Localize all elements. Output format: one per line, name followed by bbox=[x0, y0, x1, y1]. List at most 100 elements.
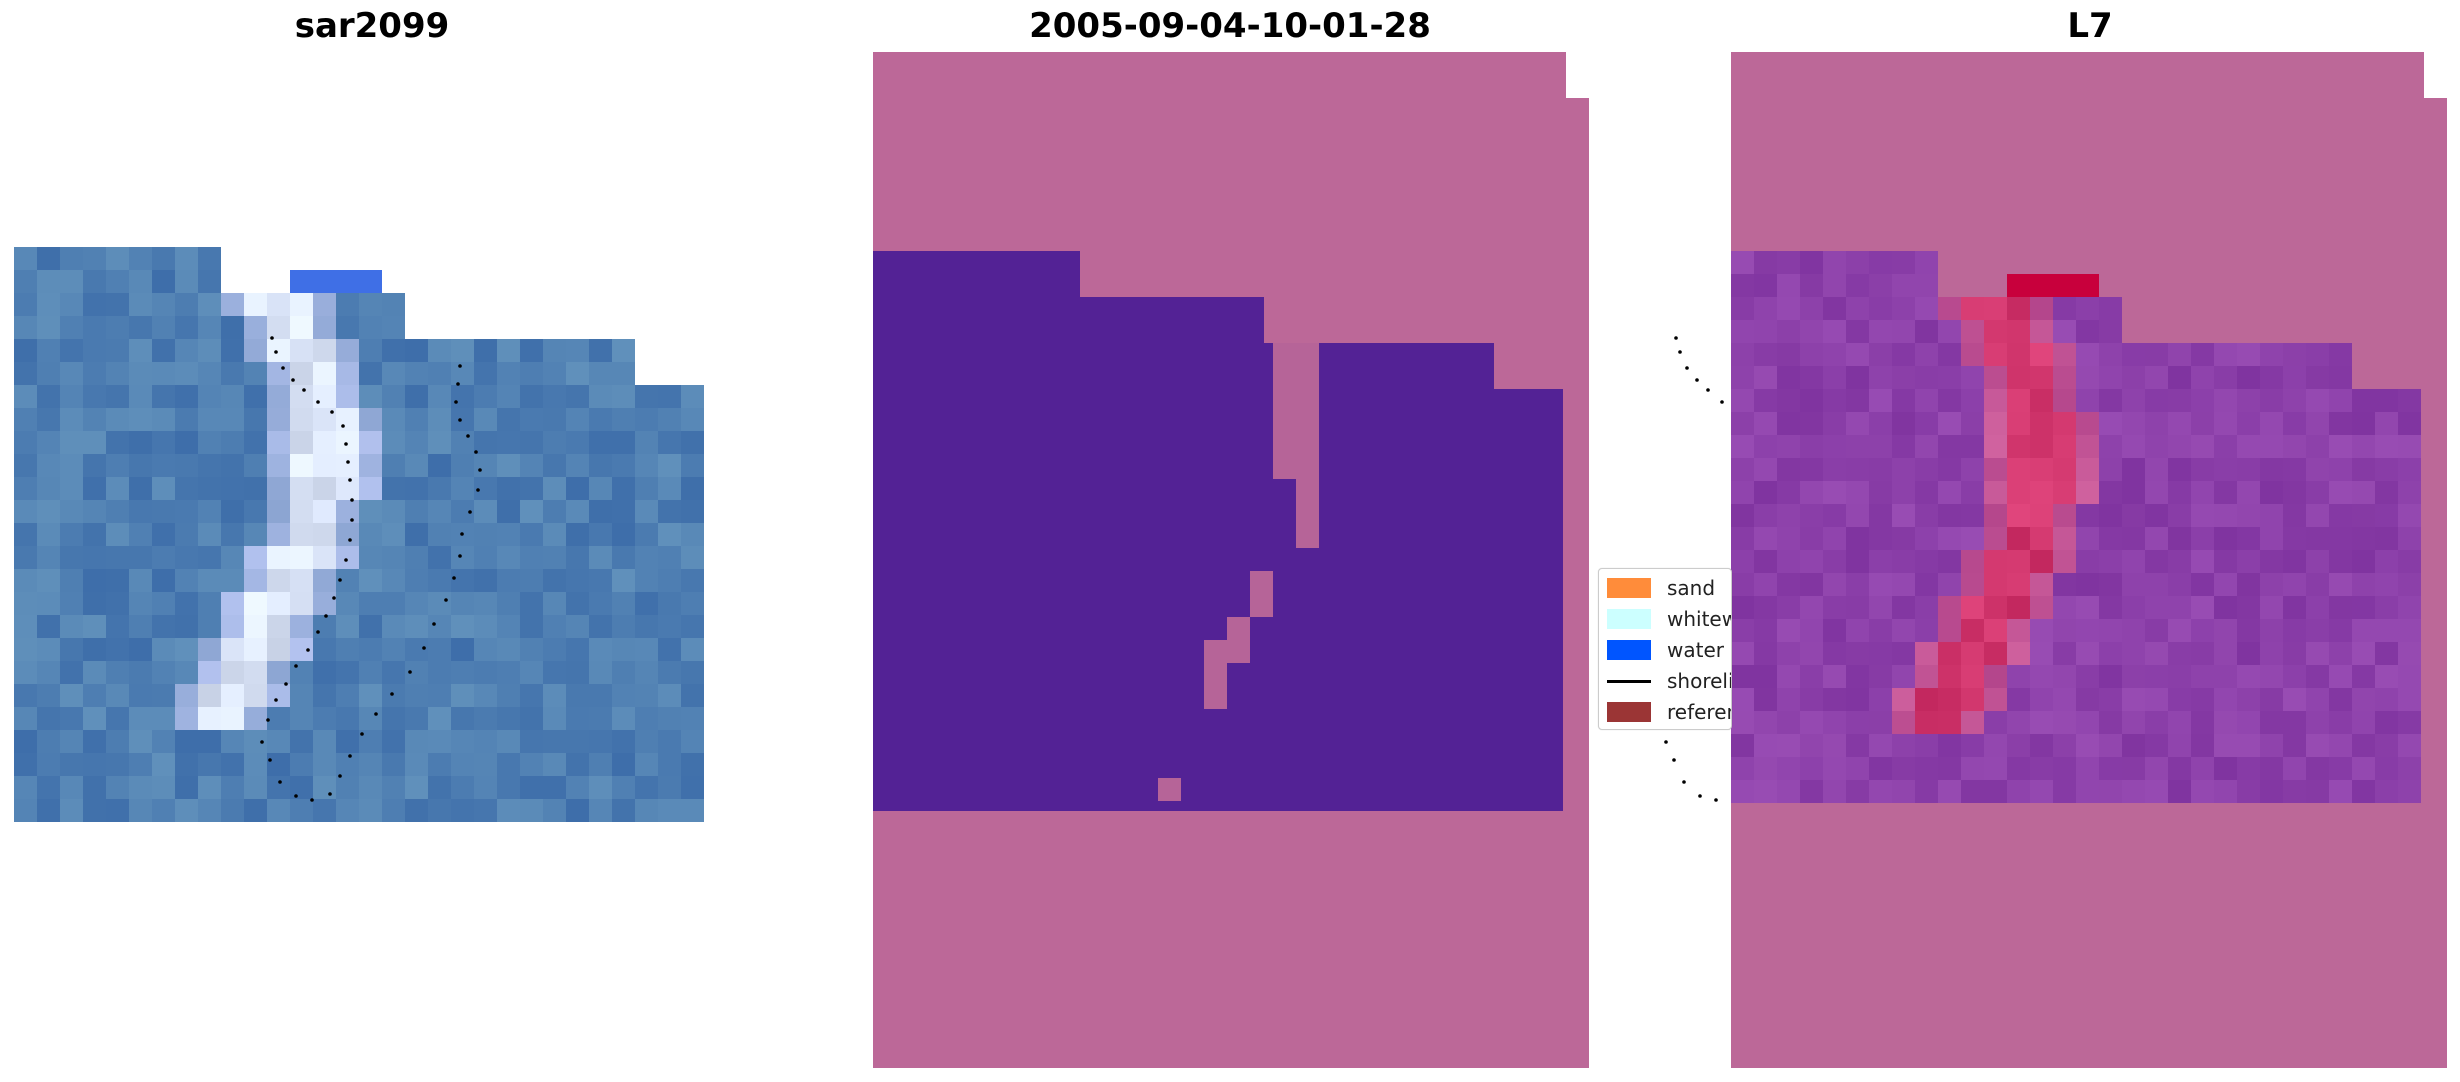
legend-item-water: water bbox=[1607, 636, 1724, 664]
shoreline-point bbox=[316, 400, 320, 404]
image-pixel bbox=[14, 339, 37, 362]
image-pixel bbox=[612, 753, 635, 776]
index-pixel bbox=[2352, 458, 2375, 481]
image-pixel bbox=[106, 776, 129, 799]
image-pixel bbox=[359, 454, 382, 477]
index-pixel bbox=[2145, 458, 2168, 481]
index-pixel bbox=[1731, 711, 1754, 734]
image-pixel bbox=[451, 799, 474, 822]
image-pixel bbox=[14, 546, 37, 569]
classified-cell bbox=[1296, 456, 1319, 479]
image-pixel bbox=[60, 661, 83, 684]
shoreline-point bbox=[346, 460, 350, 464]
image-pixel bbox=[267, 638, 290, 661]
image-pixel bbox=[313, 316, 336, 339]
image-pixel bbox=[382, 661, 405, 684]
image-pixel bbox=[359, 592, 382, 615]
image-pixel bbox=[681, 523, 704, 546]
index-pixel bbox=[2191, 619, 2214, 642]
shoreline-point bbox=[330, 410, 334, 414]
index-pixel bbox=[2053, 619, 2076, 642]
image-pixel bbox=[83, 339, 106, 362]
image-pixel bbox=[60, 316, 83, 339]
index-pixel bbox=[2214, 757, 2237, 780]
index-pixel bbox=[2099, 389, 2122, 412]
index-pixel bbox=[1754, 757, 1777, 780]
image-pixel bbox=[681, 500, 704, 523]
water-class-column bbox=[942, 251, 965, 811]
index-pixel bbox=[2030, 665, 2053, 688]
index-pixel bbox=[2306, 665, 2329, 688]
image-pixel bbox=[543, 707, 566, 730]
index-pixel bbox=[2122, 734, 2145, 757]
image-pixel bbox=[336, 776, 359, 799]
classified-cell bbox=[1296, 502, 1319, 525]
index-pixel bbox=[2283, 435, 2306, 458]
image-pixel bbox=[405, 339, 428, 362]
image-pixel bbox=[543, 454, 566, 477]
index-pixel bbox=[1892, 389, 1915, 412]
image-pixel bbox=[244, 615, 267, 638]
image-pixel bbox=[244, 454, 267, 477]
index-pixel bbox=[2352, 527, 2375, 550]
index-pixel bbox=[1938, 343, 1961, 366]
index-pixel bbox=[1823, 366, 1846, 389]
image-pixel bbox=[60, 431, 83, 454]
image-pixel bbox=[566, 500, 589, 523]
image-pixel bbox=[520, 362, 543, 385]
index-pixel bbox=[2145, 780, 2168, 803]
index-pixel bbox=[2237, 757, 2260, 780]
index-pixel bbox=[1961, 320, 1984, 343]
legend-item-shoreline: shoreline bbox=[1607, 667, 1731, 695]
index-pixel bbox=[1961, 343, 1984, 366]
shoreline-point bbox=[1678, 350, 1682, 354]
image-pixel bbox=[405, 799, 428, 822]
image-pixel bbox=[451, 730, 474, 753]
index-pixel bbox=[1984, 711, 2007, 734]
index-pixel bbox=[2030, 642, 2053, 665]
image-pixel bbox=[566, 339, 589, 362]
image-pixel bbox=[681, 477, 704, 500]
image-pixel bbox=[83, 592, 106, 615]
image-pixel bbox=[198, 477, 221, 500]
image-pixel bbox=[60, 684, 83, 707]
index-pixel bbox=[1731, 642, 1754, 665]
panel-title-middle: 2005-09-04-10-01-28 bbox=[1029, 6, 1431, 46]
image-pixel bbox=[152, 615, 175, 638]
image-pixel bbox=[198, 500, 221, 523]
sand-swatch bbox=[1607, 578, 1651, 598]
image-pixel bbox=[313, 408, 336, 431]
index-pixel bbox=[2099, 619, 2122, 642]
image-pixel bbox=[589, 776, 612, 799]
image-pixel bbox=[129, 707, 152, 730]
index-pixel bbox=[1846, 297, 1869, 320]
index-pixel bbox=[2030, 734, 2053, 757]
image-pixel bbox=[497, 500, 520, 523]
image-pixel bbox=[520, 500, 543, 523]
image-pixel bbox=[152, 431, 175, 454]
image-pixel bbox=[405, 707, 428, 730]
shoreline-point bbox=[408, 670, 412, 674]
shoreline-point bbox=[474, 450, 478, 454]
index-pixel bbox=[2099, 642, 2122, 665]
image-pixel bbox=[474, 477, 497, 500]
water-class-column bbox=[873, 251, 896, 811]
image-pixel bbox=[152, 776, 175, 799]
image-pixel bbox=[566, 385, 589, 408]
image-pixel bbox=[129, 293, 152, 316]
index-pixel bbox=[2283, 458, 2306, 481]
image-pixel bbox=[129, 362, 152, 385]
image-pixel bbox=[428, 776, 451, 799]
image-pixel bbox=[37, 523, 60, 546]
index-pixel bbox=[1869, 596, 1892, 619]
image-pixel bbox=[681, 569, 704, 592]
index-pixel bbox=[1892, 619, 1915, 642]
image-pixel bbox=[175, 569, 198, 592]
image-pixel bbox=[14, 523, 37, 546]
index-pixel bbox=[2145, 435, 2168, 458]
image-pixel bbox=[428, 569, 451, 592]
index-pixel bbox=[2352, 665, 2375, 688]
image-pixel bbox=[14, 707, 37, 730]
index-pixel bbox=[2329, 389, 2352, 412]
